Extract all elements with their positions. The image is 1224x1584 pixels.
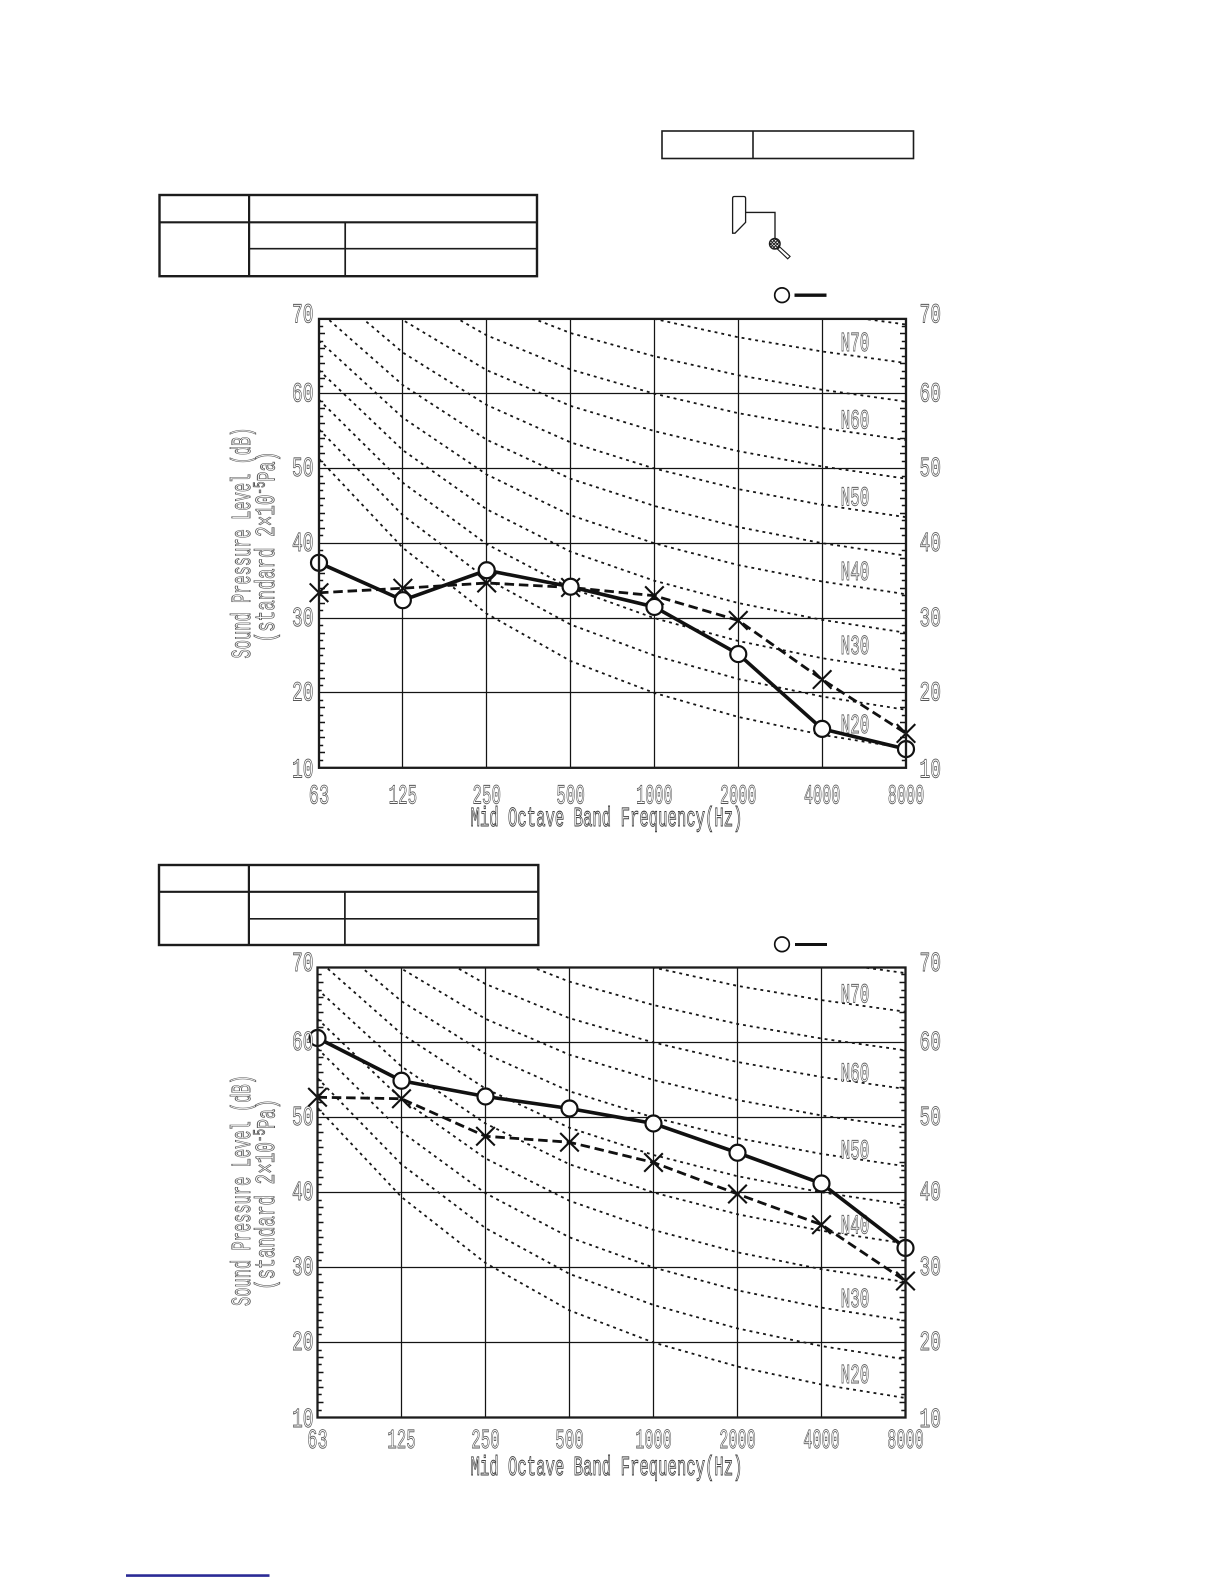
svg-text:50: 50 xyxy=(292,454,314,485)
svg-text:20: 20 xyxy=(292,1328,314,1359)
svg-text:N60: N60 xyxy=(841,407,870,438)
svg-text:4000: 4000 xyxy=(804,781,841,812)
svg-text:30: 30 xyxy=(292,1253,314,1284)
svg-text:N50: N50 xyxy=(841,1137,870,1168)
svg-text:50: 50 xyxy=(292,1103,314,1134)
svg-text:Sound Pressure Level (dB): Sound Pressure Level (dB) xyxy=(228,1075,259,1306)
svg-text:20: 20 xyxy=(292,679,314,710)
svg-text:50: 50 xyxy=(920,1103,942,1134)
svg-text:10: 10 xyxy=(920,1405,942,1436)
svg-text:Mid Octave Band Frequency(Hz): Mid Octave Band Frequency(Hz) xyxy=(471,804,743,835)
svg-text:30: 30 xyxy=(920,604,942,635)
svg-text:40: 40 xyxy=(292,529,314,560)
svg-text:10: 10 xyxy=(292,1405,314,1436)
svg-text:N20: N20 xyxy=(841,1361,870,1392)
svg-text:10: 10 xyxy=(920,755,942,786)
svg-text:N30: N30 xyxy=(841,1285,870,1316)
svg-text:250: 250 xyxy=(471,1426,500,1457)
svg-text:N30: N30 xyxy=(841,632,870,663)
svg-text:63: 63 xyxy=(307,1426,328,1457)
svg-text:N50: N50 xyxy=(841,484,870,515)
svg-text:2000: 2000 xyxy=(720,781,757,812)
svg-text:63: 63 xyxy=(309,781,330,812)
svg-text:4000: 4000 xyxy=(803,1426,840,1457)
svg-text:N70: N70 xyxy=(841,329,870,360)
svg-text:8000: 8000 xyxy=(888,781,925,812)
svg-text:N20: N20 xyxy=(841,711,870,742)
svg-text:50: 50 xyxy=(920,454,942,485)
svg-text:70: 70 xyxy=(292,301,314,332)
svg-text:(standard 2×10-5Pa): (standard 2×10-5Pa) xyxy=(251,452,283,643)
svg-text:125: 125 xyxy=(387,1426,416,1457)
svg-text:Sound Pressure Level (dB): Sound Pressure Level (dB) xyxy=(228,428,259,659)
svg-text:70: 70 xyxy=(920,949,942,980)
svg-text:70: 70 xyxy=(292,949,314,980)
svg-text:40: 40 xyxy=(920,529,942,560)
svg-text:30: 30 xyxy=(292,604,314,635)
svg-text:60: 60 xyxy=(292,1028,314,1059)
svg-text:500: 500 xyxy=(556,781,585,812)
svg-text:40: 40 xyxy=(920,1178,942,1209)
svg-text:60: 60 xyxy=(920,379,942,410)
svg-text:60: 60 xyxy=(292,379,314,410)
svg-text:20: 20 xyxy=(920,1328,942,1359)
svg-text:30: 30 xyxy=(920,1253,942,1284)
svg-text:1000: 1000 xyxy=(635,1426,672,1457)
svg-text:70: 70 xyxy=(920,301,942,332)
svg-text:Mid Octave Band Frequency(Hz): Mid Octave Band Frequency(Hz) xyxy=(471,1453,743,1484)
svg-text:500: 500 xyxy=(555,1426,584,1457)
svg-text:125: 125 xyxy=(389,781,418,812)
svg-text:N60: N60 xyxy=(841,1059,870,1090)
svg-text:8000: 8000 xyxy=(887,1426,924,1457)
svg-text:1000: 1000 xyxy=(636,781,673,812)
svg-text:250: 250 xyxy=(472,781,501,812)
svg-text:10: 10 xyxy=(292,755,314,786)
svg-text:60: 60 xyxy=(920,1028,942,1059)
svg-text:2000: 2000 xyxy=(719,1426,756,1457)
svg-text:20: 20 xyxy=(920,679,942,710)
svg-text:N70: N70 xyxy=(841,981,870,1012)
svg-text:(standard 2×10-5Pa): (standard 2×10-5Pa) xyxy=(251,1099,283,1290)
svg-text:40: 40 xyxy=(292,1178,314,1209)
svg-text:N40: N40 xyxy=(841,558,870,589)
